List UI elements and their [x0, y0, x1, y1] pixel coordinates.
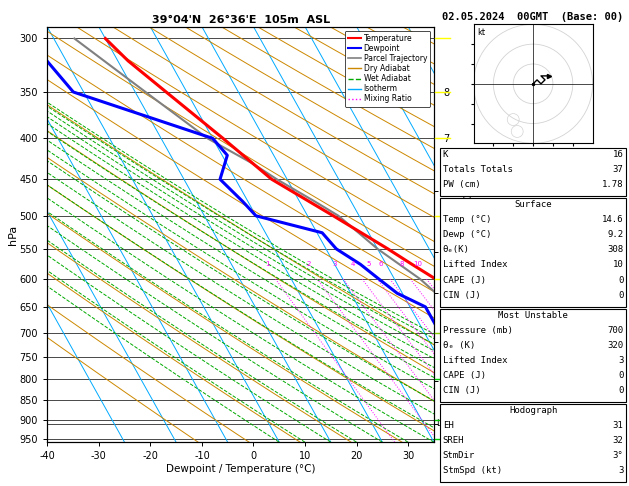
Text: 0: 0 — [618, 291, 623, 300]
Text: Hodograph: Hodograph — [509, 406, 557, 415]
Text: 10: 10 — [613, 260, 623, 270]
Text: EH: EH — [443, 421, 454, 430]
Text: 6: 6 — [379, 261, 383, 267]
Text: Dewp (°C): Dewp (°C) — [443, 230, 491, 240]
Text: CAPE (J): CAPE (J) — [443, 276, 486, 285]
Text: Totals Totals: Totals Totals — [443, 165, 513, 174]
Text: 14.6: 14.6 — [602, 215, 623, 225]
Text: 700: 700 — [607, 326, 623, 335]
Text: 3: 3 — [618, 356, 623, 365]
Text: 31: 31 — [613, 421, 623, 430]
Text: 0: 0 — [618, 276, 623, 285]
Text: K: K — [443, 150, 448, 159]
Text: θₑ(K): θₑ(K) — [443, 245, 470, 255]
Text: CIN (J): CIN (J) — [443, 291, 481, 300]
Text: 16: 16 — [613, 150, 623, 159]
Text: 37: 37 — [613, 165, 623, 174]
Text: 1.78: 1.78 — [602, 180, 623, 190]
Text: 0: 0 — [618, 371, 623, 380]
Legend: Temperature, Dewpoint, Parcel Trajectory, Dry Adiabat, Wet Adiabat, Isotherm, Mi: Temperature, Dewpoint, Parcel Trajectory… — [345, 31, 430, 106]
Text: Lifted Index: Lifted Index — [443, 260, 508, 270]
Text: Lifted Index: Lifted Index — [443, 356, 508, 365]
Text: 320: 320 — [607, 341, 623, 350]
Text: 9.2: 9.2 — [607, 230, 623, 240]
X-axis label: Dewpoint / Temperature (°C): Dewpoint / Temperature (°C) — [166, 464, 315, 474]
Text: 3: 3 — [332, 261, 337, 267]
Text: SREH: SREH — [443, 436, 464, 445]
Text: 4: 4 — [351, 261, 355, 267]
Y-axis label: km
ASL: km ASL — [450, 226, 472, 243]
Text: LCL: LCL — [436, 419, 451, 428]
Text: kt: kt — [477, 28, 485, 37]
Text: 1: 1 — [265, 261, 269, 267]
Text: © weatheronline.co.uk: © weatheronline.co.uk — [484, 471, 582, 480]
Text: 8: 8 — [399, 261, 404, 267]
Text: CAPE (J): CAPE (J) — [443, 371, 486, 380]
Text: 32: 32 — [613, 436, 623, 445]
Text: Pressure (mb): Pressure (mb) — [443, 326, 513, 335]
Text: θₑ (K): θₑ (K) — [443, 341, 475, 350]
Text: 2: 2 — [306, 261, 311, 267]
Text: Mixing Ratio (g/kg): Mixing Ratio (g/kg) — [464, 195, 473, 274]
Text: 15: 15 — [443, 261, 452, 267]
Text: 10: 10 — [413, 261, 422, 267]
Text: Surface: Surface — [515, 200, 552, 209]
Text: 3°: 3° — [613, 451, 623, 460]
Text: 0: 0 — [618, 386, 623, 395]
Text: StmSpd (kt): StmSpd (kt) — [443, 466, 502, 475]
Text: PW (cm): PW (cm) — [443, 180, 481, 190]
Text: Temp (°C): Temp (°C) — [443, 215, 491, 225]
Text: 3: 3 — [618, 466, 623, 475]
Text: 02.05.2024  00GMT  (Base: 00): 02.05.2024 00GMT (Base: 00) — [442, 12, 624, 22]
Text: Most Unstable: Most Unstable — [498, 311, 568, 320]
Text: 308: 308 — [607, 245, 623, 255]
Text: CIN (J): CIN (J) — [443, 386, 481, 395]
Y-axis label: hPa: hPa — [8, 225, 18, 244]
Text: 5: 5 — [366, 261, 370, 267]
Title: 39°04'N  26°36'E  105m  ASL: 39°04'N 26°36'E 105m ASL — [152, 15, 330, 25]
Text: StmDir: StmDir — [443, 451, 475, 460]
